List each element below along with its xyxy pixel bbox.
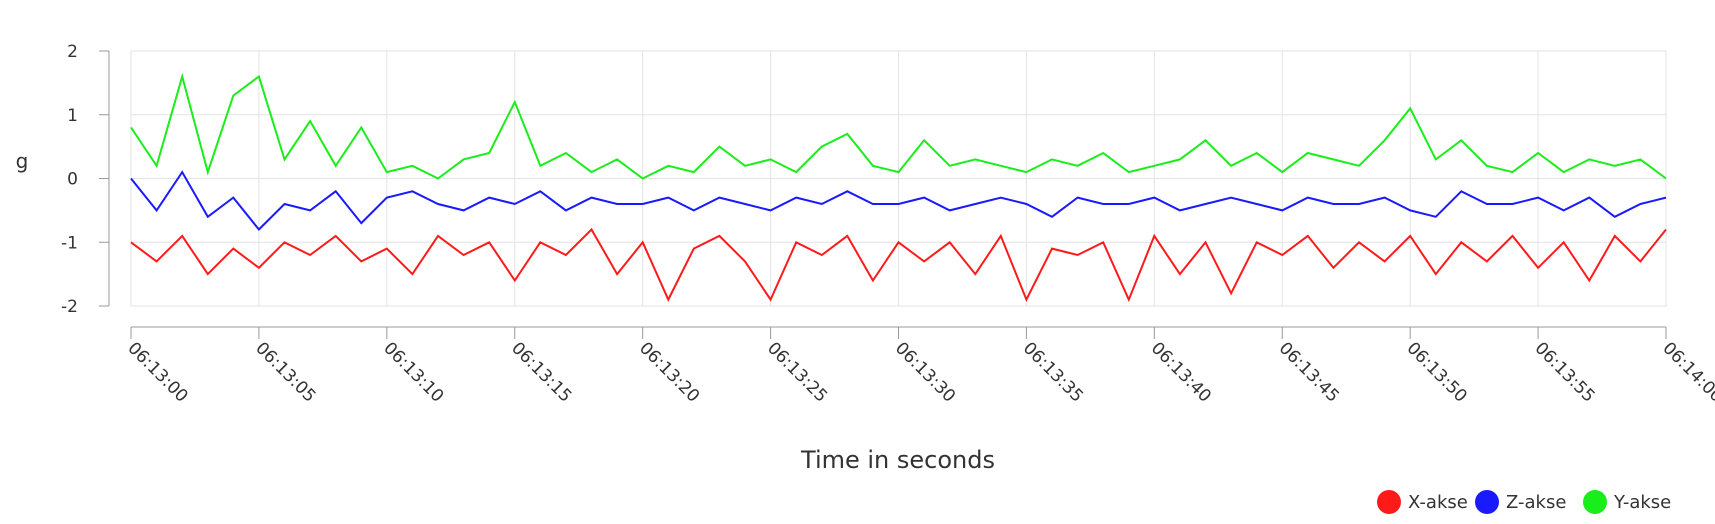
legend-swatch (1583, 490, 1607, 514)
y-tick-label: 2 (67, 42, 78, 62)
x-tick-label: 06:13:30 (891, 338, 959, 406)
x-tick-label: 06:13:25 (763, 338, 831, 406)
y-tick-label: 0 (67, 170, 78, 190)
legend-label: Y-akse (1613, 492, 1671, 513)
x-tick-label: 06:13:05 (251, 338, 319, 406)
x-tick-label: 06:13:20 (635, 338, 703, 406)
x-tick-label: 06:13:35 (1019, 338, 1087, 406)
x-tick-label: 06:13:50 (1403, 338, 1471, 406)
series-line (130, 170, 1667, 231)
x-tick-label: 06:13:45 (1275, 338, 1343, 406)
series-line (130, 227, 1667, 303)
legend-label: X-akse (1408, 492, 1468, 513)
legend-label: Z-akse (1506, 492, 1566, 513)
y-tick-label: -2 (61, 297, 78, 317)
x-tick-label: 06:13:10 (379, 338, 447, 406)
x-axis-label: Time in seconds (800, 446, 995, 474)
legend-swatch (1377, 490, 1401, 514)
x-tick-label: 06:13:00 (123, 338, 191, 406)
y-tick-label: -1 (61, 233, 78, 253)
x-tick-label: 06:13:40 (1147, 338, 1215, 406)
x-tick-label: 06:13:15 (507, 338, 575, 406)
x-tick-label: 06:13:55 (1531, 338, 1599, 406)
series-line (130, 72, 1667, 180)
x-tick-label: 06:14:00 (1658, 338, 1715, 406)
legend-swatch (1475, 490, 1499, 514)
y-axis-label: g (16, 149, 29, 173)
y-tick-label: 1 (67, 106, 78, 126)
